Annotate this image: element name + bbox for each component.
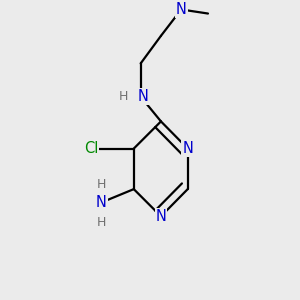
Text: N: N (176, 2, 187, 17)
Text: H: H (119, 90, 128, 103)
Text: H: H (97, 216, 106, 229)
Text: Cl: Cl (84, 141, 98, 156)
Text: N: N (96, 195, 107, 210)
Text: N: N (182, 141, 193, 156)
Text: H: H (97, 178, 106, 191)
Text: N: N (155, 209, 167, 224)
Text: N: N (137, 89, 148, 104)
